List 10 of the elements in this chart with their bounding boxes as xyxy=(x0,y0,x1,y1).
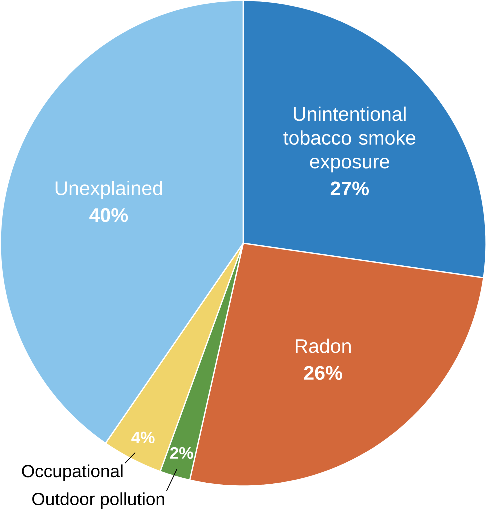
data-label: 27% xyxy=(330,182,370,196)
slice-label: Occupational xyxy=(22,464,123,482)
slice-label: Unintentional tobacco smoke exposure xyxy=(284,106,416,173)
slice-label: Outdoor pollution xyxy=(32,492,164,509)
data-label: 2% xyxy=(170,447,194,459)
slice-label: Radon xyxy=(296,338,352,354)
data-label: 40% xyxy=(90,208,128,222)
data-label: 4% xyxy=(132,432,155,444)
data-label: 26% xyxy=(304,366,342,380)
slice-label: Unexplained xyxy=(56,180,162,200)
